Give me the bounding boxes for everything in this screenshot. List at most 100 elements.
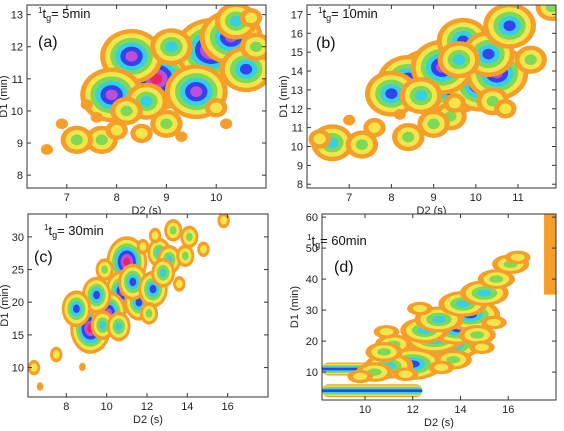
peak-mark xyxy=(205,98,228,118)
peak-mark xyxy=(176,244,195,268)
peak-mark xyxy=(80,99,93,110)
peak-mark xyxy=(175,131,188,142)
peak-mark xyxy=(130,123,153,144)
peak-mark xyxy=(110,96,143,126)
peak-mark xyxy=(469,340,495,355)
y-axis-label: D1 (min) xyxy=(289,286,301,328)
y-tick-label: 11 xyxy=(292,123,303,135)
peak-mark xyxy=(50,346,63,363)
y-tick-label: 17 xyxy=(291,9,303,21)
y-tick-label: 15 xyxy=(291,47,303,59)
contour-layer xyxy=(308,5,556,162)
x-tick-label: 10 xyxy=(101,401,113,413)
y-tick-label: 10 xyxy=(11,106,23,118)
tg-annotation: 1tg= 30min xyxy=(44,223,104,240)
peak-mark xyxy=(150,109,183,138)
peak-mark xyxy=(343,114,356,126)
tg-annotation: 1tg= 10min xyxy=(318,6,378,23)
peak-mark xyxy=(90,112,103,123)
peak-mark xyxy=(535,5,556,21)
x-tick-label: 7 xyxy=(346,192,352,204)
peak-mark xyxy=(220,118,233,130)
x-tick-label: 14 xyxy=(454,404,466,416)
y-tick-label: 8 xyxy=(297,179,303,191)
y-tick-label: 12 xyxy=(11,42,23,54)
y-tick-label: 13 xyxy=(291,85,303,97)
peak-mark xyxy=(373,325,400,339)
axes-frame xyxy=(306,4,557,189)
y-axis-label: D1 (min) xyxy=(278,75,290,117)
peak-mark xyxy=(105,120,128,140)
peak-mark xyxy=(308,129,331,149)
peak-mark xyxy=(239,8,263,28)
peak-mark xyxy=(40,144,54,155)
y-tick-label: 40 xyxy=(306,274,318,286)
x-tick-label: 10 xyxy=(470,192,482,204)
y-tick-label: 10 xyxy=(12,363,24,375)
y-tick-label: 20 xyxy=(306,336,318,348)
peak-mark xyxy=(61,290,92,328)
panel-c: 8 10 12 14 16 10 15 20 25 30 D2 (s) D1 (min) (c) 1tg=… xyxy=(0,213,269,426)
x-tick-label: 9 xyxy=(431,192,437,204)
x-tick-label: 16 xyxy=(222,401,234,413)
peak-mark xyxy=(136,238,150,255)
tg-annotation: 1tg= 5min xyxy=(38,6,90,23)
peak-mark xyxy=(36,382,44,391)
peak-mark xyxy=(363,117,386,138)
peak-mark xyxy=(151,257,175,288)
axes-frame xyxy=(321,213,557,401)
peak-mark xyxy=(483,5,536,49)
y-axis-label: D1 (min) xyxy=(0,284,11,326)
peak-mark xyxy=(481,315,507,330)
peak-mark xyxy=(164,219,183,242)
streak-mark xyxy=(322,384,423,398)
peak-mark xyxy=(79,362,86,372)
peak-mark xyxy=(60,125,94,154)
edge-band-mark xyxy=(544,214,556,295)
x-tick-label: 12 xyxy=(407,404,419,416)
peak-mark xyxy=(428,360,455,375)
peak-mark xyxy=(393,109,406,120)
y-tick-label: 9 xyxy=(17,138,23,150)
x-axis-label: D2 (s) xyxy=(133,414,163,426)
y-tick-label: 50 xyxy=(306,243,318,255)
peak-mark xyxy=(505,250,531,265)
peak-mark xyxy=(443,93,466,113)
y-axis-label: D1 (min) xyxy=(0,75,10,117)
peak-mark xyxy=(514,45,547,74)
x-tick-label: 12 xyxy=(141,401,153,413)
panel-label: (a) xyxy=(38,34,58,51)
y-tick-label: 16 xyxy=(291,28,303,40)
x-axis-label: D2 (s) xyxy=(424,417,454,429)
peak-mark xyxy=(345,130,379,159)
x-tick-label: 16 xyxy=(502,404,514,416)
peak-mark xyxy=(55,118,68,130)
y-tick-label: 10 xyxy=(291,141,303,153)
peak-mark xyxy=(28,359,41,376)
y-tick-label: 15 xyxy=(12,330,24,342)
contour-layer xyxy=(28,214,230,391)
peak-mark xyxy=(477,269,515,289)
peak-mark xyxy=(494,99,517,119)
peak-mark xyxy=(90,310,115,340)
peak-mark xyxy=(106,311,131,342)
contour-layer xyxy=(40,5,266,155)
peak-mark xyxy=(392,367,419,381)
x-tick-label: 9 xyxy=(163,192,169,204)
panel-label: (b) xyxy=(316,35,336,52)
x-tick-label: 11 xyxy=(512,192,523,204)
peak-mark xyxy=(150,28,193,66)
peak-mark xyxy=(458,325,496,345)
y-tick-label: 60 xyxy=(306,212,318,224)
peak-mark xyxy=(173,276,186,292)
axes-frame xyxy=(27,213,269,398)
peak-mark xyxy=(399,77,443,115)
peak-mark xyxy=(139,302,159,325)
x-tick-label: 10 xyxy=(359,404,371,416)
contour-layer xyxy=(322,214,556,398)
x-tick-label: 10 xyxy=(210,192,222,204)
y-tick-label: 13 xyxy=(11,10,23,22)
tg-annotation: 1tg= 60min xyxy=(307,233,367,250)
